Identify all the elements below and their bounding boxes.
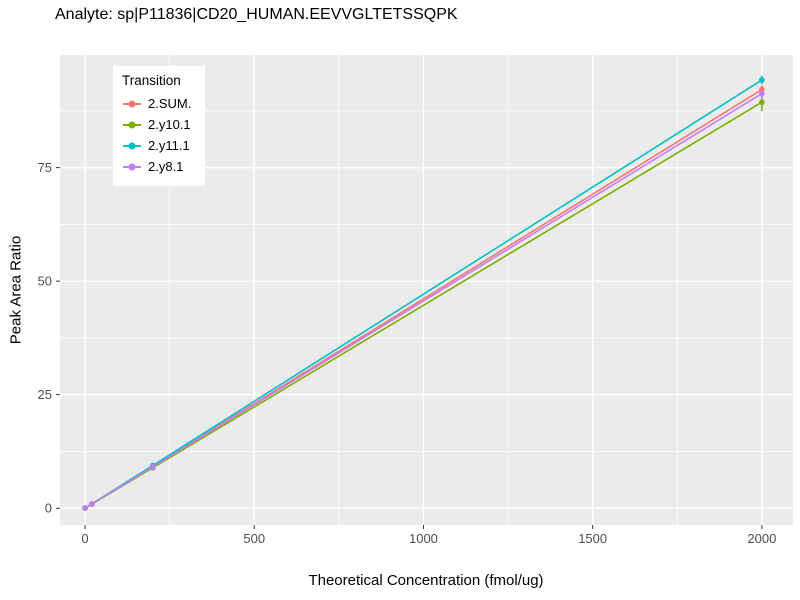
x-tick-label: 1500 [578,531,607,546]
legend-item: 2.y11.1 [122,135,191,156]
x-tick-label: 2000 [747,531,776,546]
legend-item: 2.SUM. [122,93,191,114]
y-tick-label: 75 [38,160,52,175]
legend-item: 2.y8.1 [122,156,191,177]
data-point [759,90,765,97]
legend-item-label: 2.SUM. [148,96,192,111]
series-line [84,92,763,509]
x-tick-label: 1000 [409,531,438,546]
legend: Transition 2.SUM. 2.y10.1 2.y11.1 2.y8.1 [113,66,206,186]
chart-title: Analyte: sp|P11836|CD20_HUMAN.EEVVGLTETS… [55,6,458,23]
data-point [82,505,88,511]
data-point [759,77,765,83]
y-tick-label: 50 [38,274,52,289]
data-point [149,464,156,470]
data-point [89,501,95,507]
legend-key-icon [123,100,141,107]
legend-key-icon [123,163,141,170]
legend-items: 2.SUM. 2.y10.1 2.y11.1 2.y8.1 [122,93,191,177]
legend-key-icon [123,121,141,128]
y-axis-label: Peak Area Ratio [7,235,25,345]
x-tick-label: 0 [81,531,88,546]
data-point [759,99,765,106]
legend-item-label: 2.y11.1 [148,138,190,153]
data-point [759,86,765,93]
x-tick-label: 500 [243,531,265,546]
y-tick-label: 0 [45,501,52,516]
legend-title: Transition [122,73,181,88]
legend-item: 2.y10.1 [122,114,191,135]
x-axis-label: Theoretical Concentration (fmol/ug) [308,572,544,589]
legend-item-label: 2.y8.1 [148,159,184,174]
legend-key-icon [123,142,141,149]
y-tick-label: 25 [38,387,52,402]
legend-item-label: 2.y10.1 [148,117,191,132]
